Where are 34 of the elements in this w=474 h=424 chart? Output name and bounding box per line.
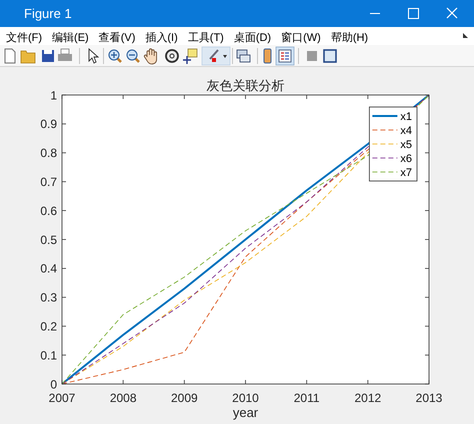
text: 文件(F): [6, 31, 42, 44]
x-tick-label: 2009: [170, 391, 198, 405]
x-tick-label: 2010: [232, 391, 260, 405]
caption: Figure 1: [24, 6, 72, 21]
text: 桌面(D): [234, 31, 272, 44]
x-tick-label: 2012: [354, 391, 382, 405]
text: 工具(T): [188, 32, 224, 44]
x-axis-title: year: [232, 405, 259, 420]
y-tick-label: 0.5: [40, 232, 58, 247]
y-tick-label: 0.8: [40, 146, 58, 160]
legend-label: x1: [400, 111, 412, 123]
text: 帮助(H): [330, 31, 368, 44]
y-tick-label: 1: [50, 88, 58, 102]
legend-label: x4: [400, 125, 412, 137]
legend-label: x7: [400, 167, 412, 179]
legend-label: x6: [400, 153, 412, 165]
x-tick-label: 2011: [294, 391, 320, 405]
y-tick-label: 0.1: [40, 348, 58, 362]
y-tick-label: 0.3: [40, 290, 58, 305]
y-tick-label: 0.6: [40, 204, 58, 218]
text: 编辑(E): [52, 31, 89, 44]
y-tick-label: 0: [50, 377, 58, 392]
chart-title: 灰色关联分析: [206, 78, 284, 93]
text: 窗口(W): [281, 31, 321, 44]
legend-label: x5: [400, 139, 412, 151]
y-tick-label: 0.7: [40, 175, 58, 189]
y-tick-label: 0.4: [40, 262, 58, 276]
text: 插入(I): [145, 31, 178, 44]
y-tick-label: 0.2: [40, 320, 58, 334]
x-tick-label: 2013: [416, 391, 443, 405]
text: 查看(V): [98, 31, 136, 44]
y-tick-label: 0.9: [40, 117, 58, 132]
x-tick-label: 2008: [110, 391, 137, 405]
x-tick-label: 2007: [48, 391, 76, 405]
